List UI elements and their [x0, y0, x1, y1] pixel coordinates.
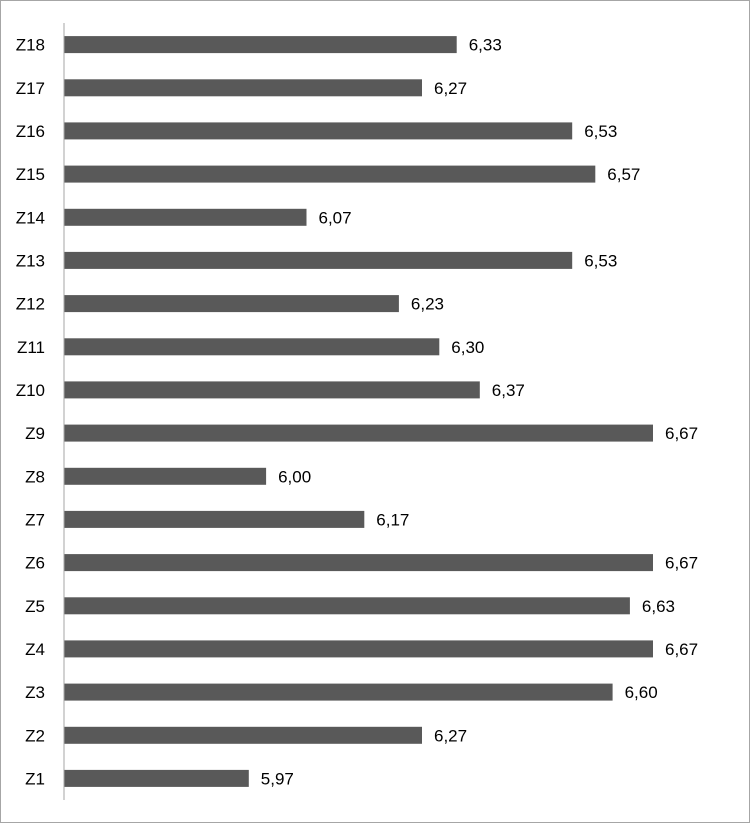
category-label-z2: Z2 [25, 726, 45, 745]
category-label-z15: Z15 [16, 165, 45, 184]
category-label-z8: Z8 [25, 467, 45, 486]
bar-z7 [64, 510, 365, 528]
bar-z1 [64, 769, 249, 787]
bar-z17 [64, 79, 422, 97]
category-label-z16: Z16 [16, 122, 45, 141]
category-label-z12: Z12 [16, 295, 45, 314]
category-label-z6: Z6 [25, 554, 45, 573]
bar-z4 [64, 640, 653, 658]
value-label-z5: 6,63 [642, 597, 675, 616]
category-label-z10: Z10 [16, 381, 45, 400]
category-label-z4: Z4 [25, 640, 45, 659]
category-label-z11: Z11 [17, 338, 45, 357]
value-label-z8: 6,00 [278, 467, 311, 486]
value-label-z7: 6,17 [376, 510, 409, 529]
value-label-z12: 6,23 [411, 295, 444, 314]
category-label-z9: Z9 [25, 424, 45, 443]
value-label-z9: 6,67 [665, 424, 698, 443]
value-label-z14: 6,07 [319, 208, 352, 227]
bar-z2 [64, 726, 422, 744]
bar-z8 [64, 467, 267, 485]
value-label-z2: 6,27 [434, 726, 467, 745]
bar-z6 [64, 554, 653, 572]
category-label-z17: Z17 [16, 79, 45, 98]
value-label-z17: 6,27 [434, 79, 467, 98]
bar-z9 [64, 424, 653, 442]
value-label-z3: 6,60 [625, 683, 658, 702]
category-label-z5: Z5 [25, 597, 45, 616]
value-label-z6: 6,67 [665, 554, 698, 573]
category-label-z14: Z14 [16, 208, 45, 227]
bar-z11 [64, 338, 440, 356]
category-label-z7: Z7 [25, 510, 45, 529]
value-label-z13: 6,53 [584, 251, 617, 270]
value-label-z11: 6,30 [451, 338, 484, 357]
category-label-z3: Z3 [25, 683, 45, 702]
value-label-z1: 5,97 [261, 769, 294, 788]
bar-z5 [64, 597, 630, 615]
bar-z12 [64, 295, 399, 313]
value-label-z18: 6,33 [469, 36, 502, 55]
value-label-z10: 6,37 [492, 381, 525, 400]
value-label-z4: 6,67 [665, 640, 698, 659]
bar-z15 [64, 165, 596, 183]
bar-z16 [64, 122, 573, 140]
category-label-z13: Z13 [16, 251, 45, 270]
value-label-z15: 6,57 [607, 165, 640, 184]
bar-z3 [64, 683, 613, 701]
bar-z14 [64, 208, 307, 226]
value-label-z16: 6,53 [584, 122, 617, 141]
bar-z18 [64, 36, 457, 54]
category-label-z1: Z1 [25, 769, 45, 788]
category-label-z18: Z18 [16, 36, 45, 55]
bar-z13 [64, 251, 573, 269]
bar-z10 [64, 381, 480, 399]
